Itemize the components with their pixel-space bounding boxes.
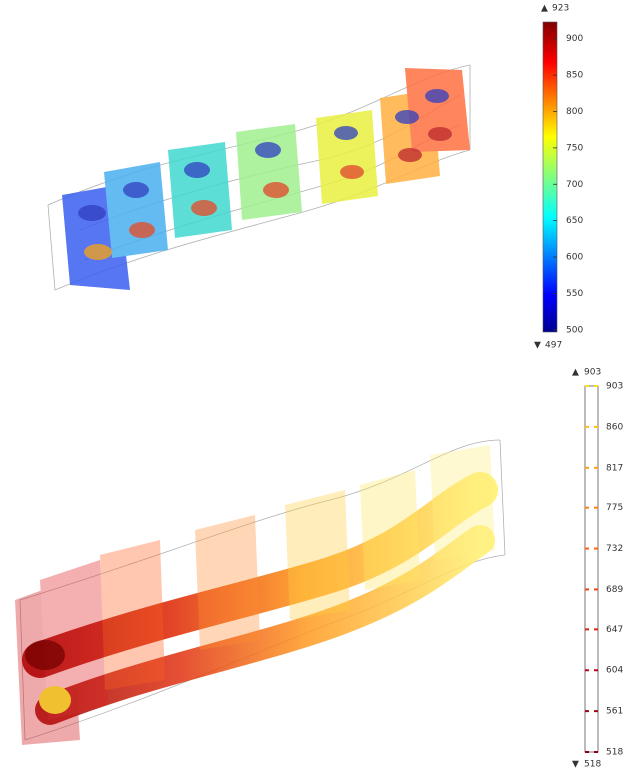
- tick-label: 860: [606, 422, 623, 432]
- tick-label: 900: [566, 34, 583, 44]
- max-arrow: ▲: [541, 4, 548, 14]
- min-arrow: ▼: [572, 760, 579, 770]
- tick-label: 732: [606, 544, 623, 554]
- max-label: 903: [584, 368, 601, 378]
- tick-label: 518: [606, 748, 623, 758]
- min-label: 518: [584, 760, 601, 770]
- top-model: [47, 64, 471, 291]
- tick-label: 850: [566, 71, 583, 81]
- tick-label: 817: [606, 463, 623, 473]
- tick-label: 600: [566, 253, 583, 263]
- tick-label: 775: [606, 503, 623, 513]
- tick-label: 689: [606, 585, 623, 595]
- tick-label: 647: [606, 625, 623, 635]
- min-arrow: ▼: [534, 341, 541, 351]
- tick-label: 650: [566, 216, 583, 226]
- min-label: 497: [545, 341, 562, 351]
- tick-label: 903: [606, 382, 623, 392]
- max-label: 923: [552, 4, 569, 14]
- colorbar: [542, 21, 558, 333]
- tick-label: 604: [606, 666, 623, 676]
- tick-label: 500: [566, 325, 583, 335]
- tick-label: 550: [566, 289, 583, 299]
- max-arrow: ▲: [572, 368, 579, 378]
- tick-label: 800: [566, 107, 583, 117]
- tick-label: 750: [566, 143, 583, 153]
- tick-label: 700: [566, 180, 583, 190]
- bottom-model: [15, 439, 506, 745]
- tick-label: 561: [606, 707, 623, 717]
- colorbar: [584, 385, 599, 753]
